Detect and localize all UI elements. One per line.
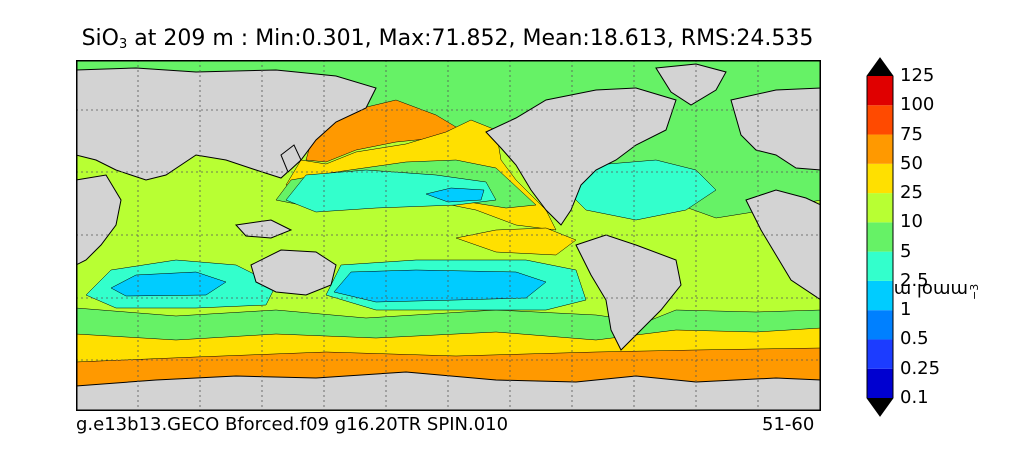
region-npacific-turquoise <box>285 169 497 213</box>
land-japan <box>280 144 302 173</box>
land-africa <box>76 174 122 266</box>
land-south-america <box>575 234 682 351</box>
graticule <box>76 60 821 411</box>
colorbar-tick-label: 100 <box>900 94 935 116</box>
colorbar-bin <box>867 76 893 106</box>
colorbar-tick-label: 10 <box>900 211 923 233</box>
colorbar-tick-label: 25 <box>900 182 923 204</box>
colorbar-tick-label: 1 <box>900 299 912 321</box>
colorbar-tick-label: 0.1 <box>900 387 929 408</box>
map-title: SiO3 at 209 m : Min:0.301, Max:71.852, M… <box>0 26 895 52</box>
land-africa-east <box>745 189 821 301</box>
colorbar-bin <box>867 105 893 135</box>
colorbar-bin <box>867 368 893 398</box>
colorbar-bin <box>867 222 893 252</box>
land-indonesia <box>234 219 293 239</box>
region-npacific-cyan <box>425 187 485 203</box>
colorbar-tick-label: 0.25 <box>900 357 941 379</box>
footer-years: 51-60 <box>762 414 815 435</box>
title-species: SiO <box>81 26 119 51</box>
colorbar-tick-label: 125 <box>900 65 935 86</box>
land-europe-east <box>730 87 821 171</box>
colorbar-bin <box>867 163 893 194</box>
map-frame <box>76 60 821 411</box>
colorbar-tick-label: 0.5 <box>900 328 929 350</box>
region-sindian-cyan <box>110 271 227 297</box>
colorbar-bin <box>867 310 893 340</box>
colorbar-bin <box>867 251 893 281</box>
colorbar-tick-label: 2.5 <box>900 269 929 291</box>
colorbar-tick-label: 75 <box>900 123 923 145</box>
title-subscript: 3 <box>119 37 128 52</box>
region-natlantic-turquoise <box>565 159 717 221</box>
footer-run-name: g.e13b13.GECO Bforced.f09 g16.20TR SPIN.… <box>76 414 509 435</box>
units-label: mmol m −3 <box>893 279 981 300</box>
colorbar-tick-label: 5 <box>900 240 912 262</box>
colorbar <box>866 57 894 417</box>
title-stats: at 209 m : Min:0.301, Max:71.852, Mean:1… <box>127 26 814 51</box>
colorbar-bin <box>867 280 893 311</box>
colorbar-extend-max <box>867 58 893 76</box>
colorbar-frame <box>866 57 894 417</box>
land-australia <box>250 249 337 296</box>
colorbar-bin <box>867 193 893 223</box>
global-map <box>76 60 821 411</box>
colorbar-units: mmol m −3 <box>894 279 988 320</box>
region-spacific-cyan <box>333 269 547 303</box>
colorbar-bin <box>867 339 893 369</box>
land-north-america <box>485 87 677 226</box>
land-greenland <box>655 63 727 106</box>
colorbar-tick-label: 50 <box>900 152 923 174</box>
colorbar-bin <box>867 134 893 164</box>
colorbar-extend-min <box>867 398 893 416</box>
